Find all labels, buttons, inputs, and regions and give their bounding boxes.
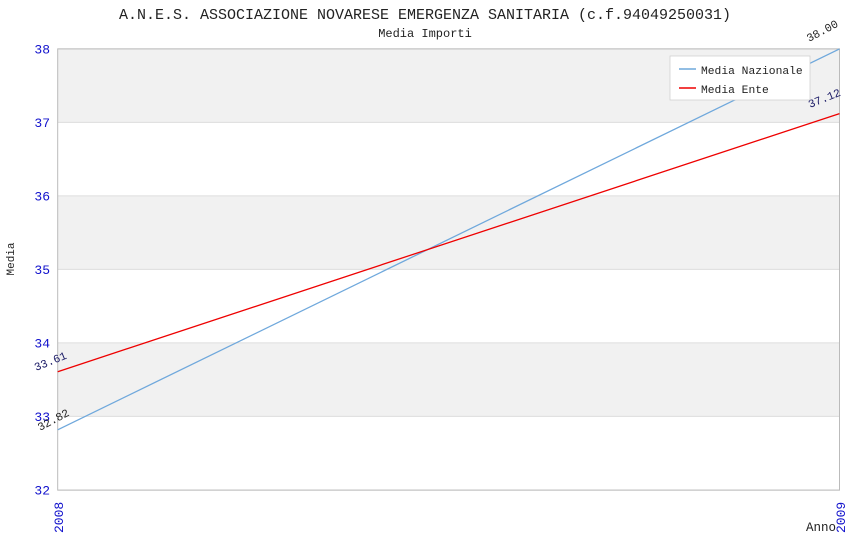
svg-text:Media: Media xyxy=(6,242,18,275)
svg-text:35: 35 xyxy=(34,263,50,278)
svg-text:Media Ente: Media Ente xyxy=(701,85,769,97)
svg-text:2009: 2009 xyxy=(834,502,849,533)
svg-text:Anno: Anno xyxy=(806,521,836,535)
svg-text:Media Nazionale: Media Nazionale xyxy=(701,66,803,78)
svg-text:38.00: 38.00 xyxy=(805,19,841,46)
svg-text:36: 36 xyxy=(34,189,50,204)
svg-text:32: 32 xyxy=(34,484,50,499)
svg-text:38: 38 xyxy=(34,42,50,57)
svg-text:2008: 2008 xyxy=(52,502,67,533)
svg-text:37: 37 xyxy=(34,116,50,131)
svg-text:34: 34 xyxy=(34,336,50,351)
